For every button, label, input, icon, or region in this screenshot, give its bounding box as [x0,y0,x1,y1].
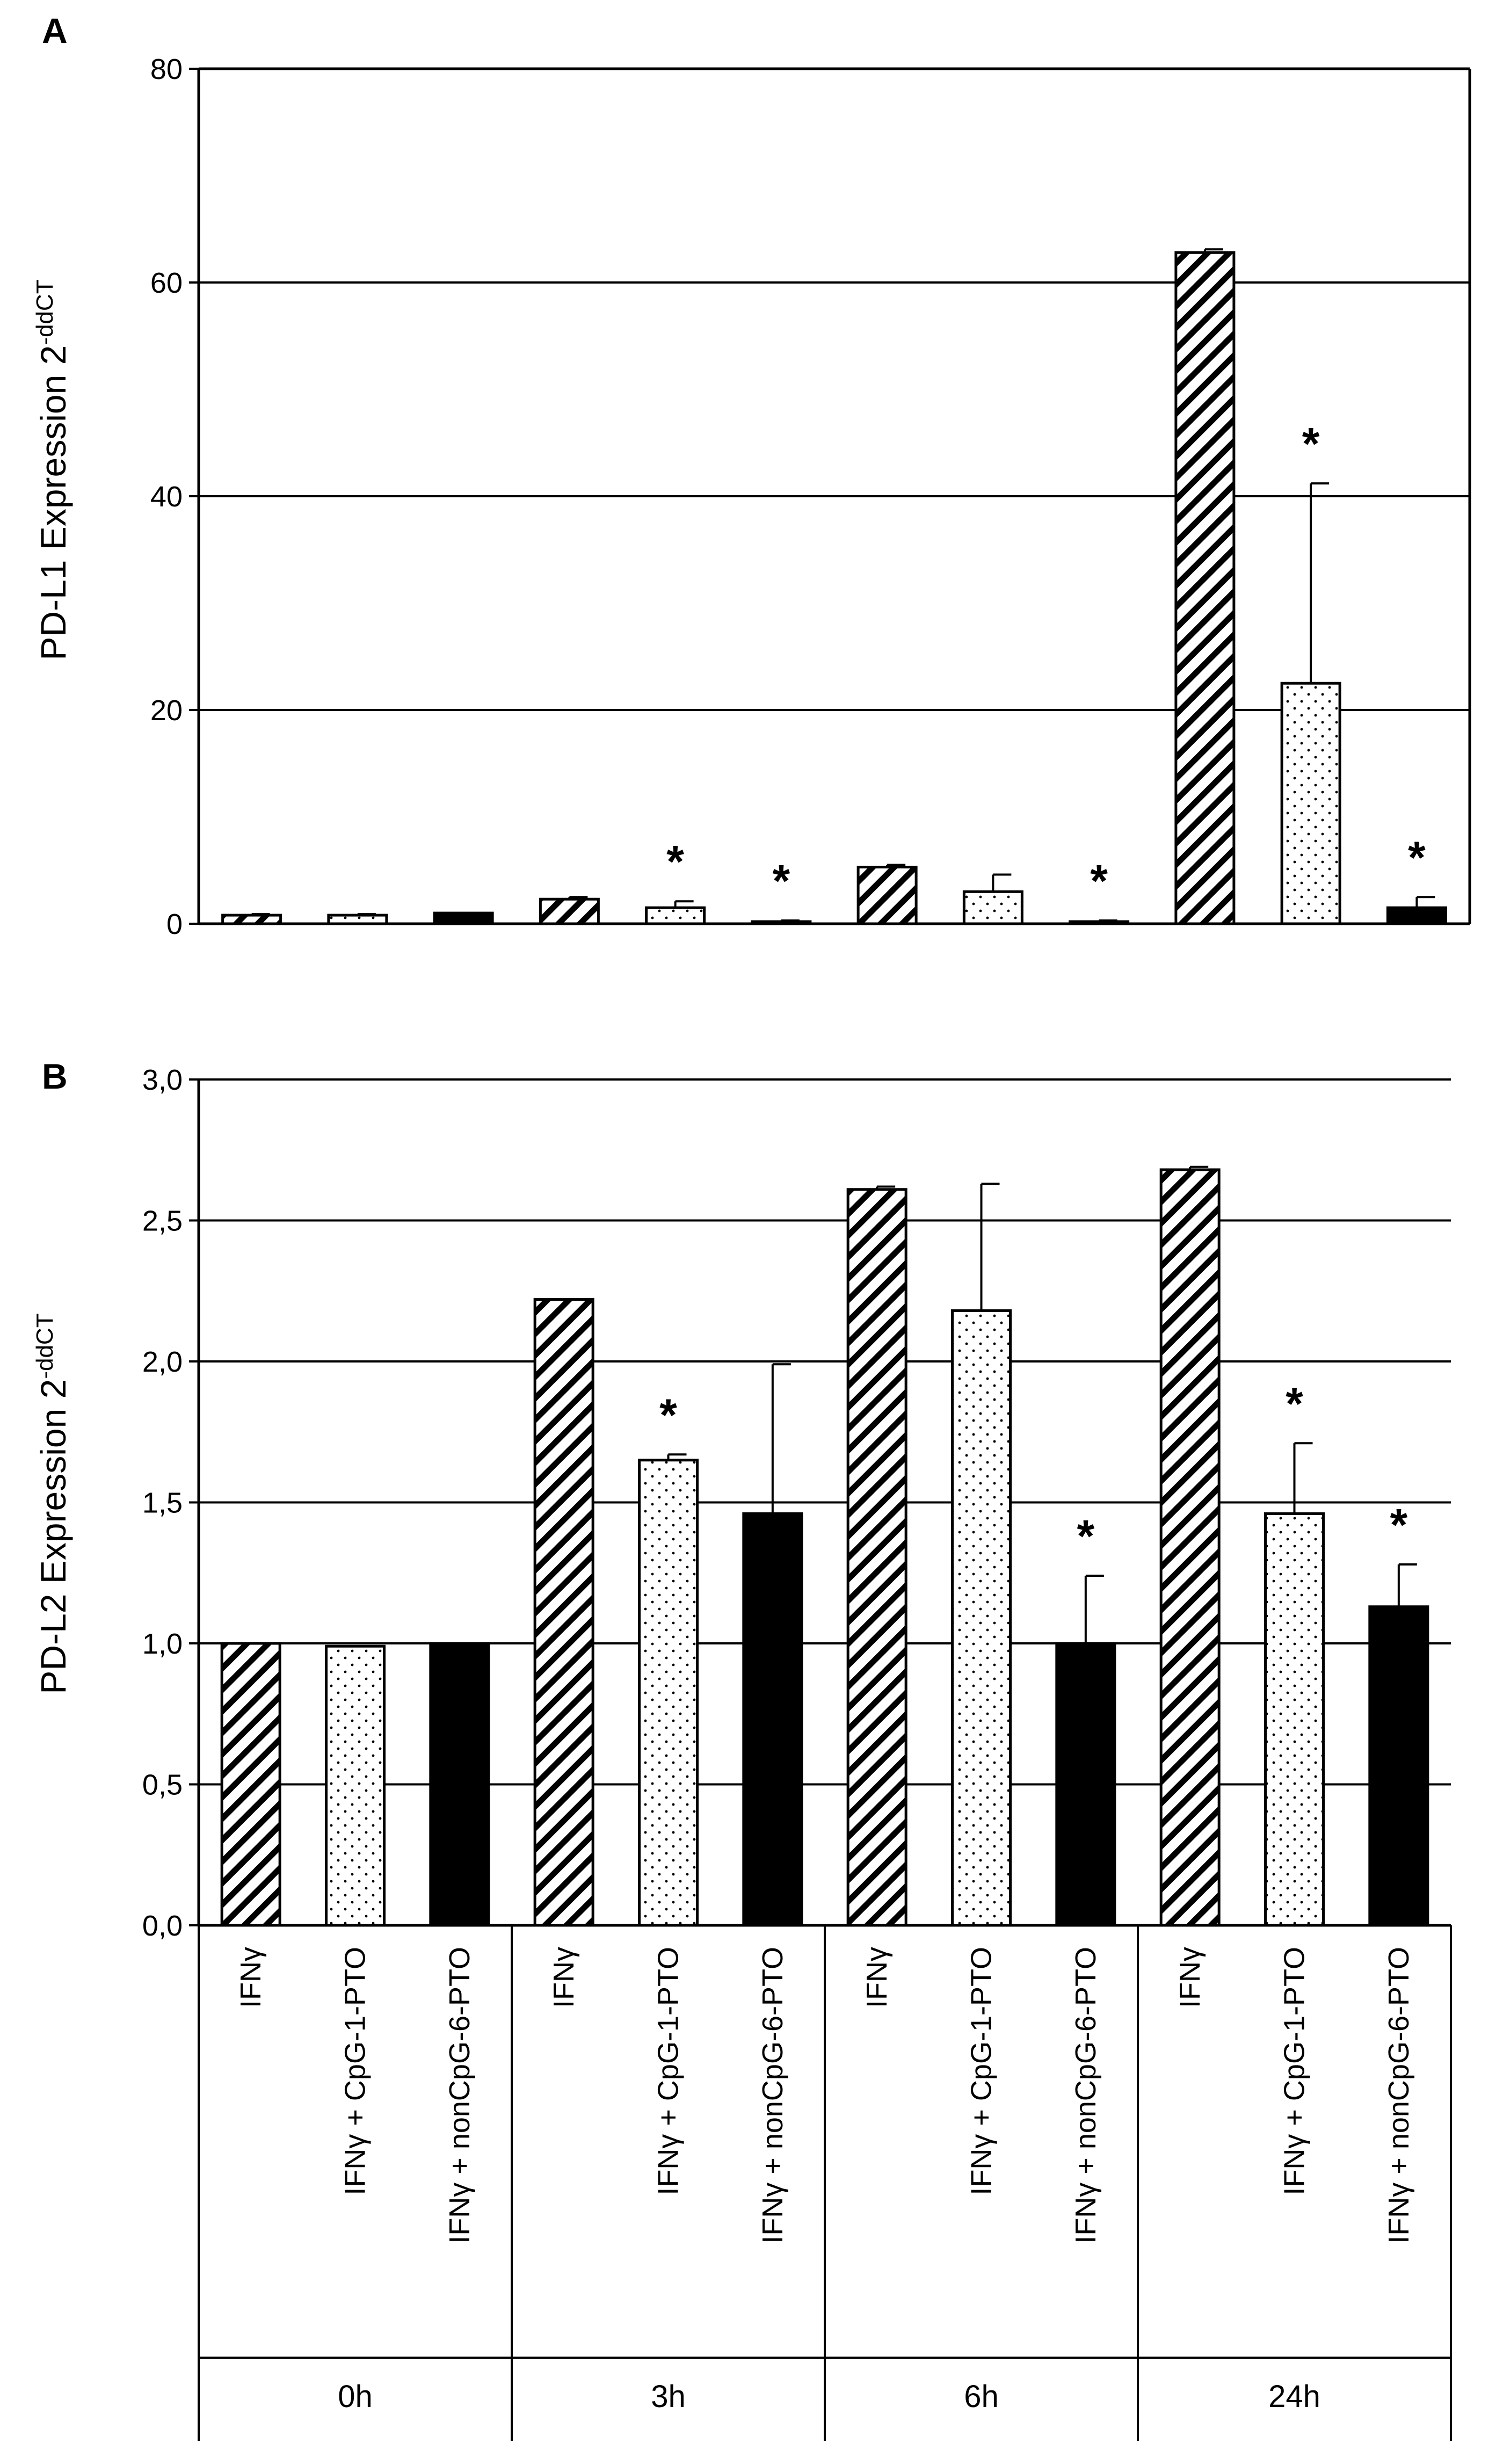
bar-6h-series-1 [846,1188,907,1927]
bar-6h-series-3 [1055,1642,1116,1927]
bar-3h-series-1 [533,1298,594,1927]
time-label-3h: 3h [651,2379,686,2414]
bar-24h-series-3 [1386,906,1447,925]
y-tick-label: 0,0 [142,1910,183,1942]
bar-3h-series-1 [539,897,600,925]
y-tick-label: 1,5 [142,1487,183,1519]
significance-star: * [1390,1499,1407,1550]
bar-0h-series-3 [433,911,494,925]
bar-6h-series-1 [856,866,918,925]
bar-3h-series-2 [645,906,706,925]
y-tick-label: 60 [150,267,183,299]
panel-b-y-ticks: 0,0 0,5 1,0 1,5 2,0 2,5 3,0 [142,1064,199,1942]
bar-24h-series-2 [1280,682,1341,925]
bar-0h-series-2 [325,1644,386,1927]
y-tick-label: 2,5 [142,1205,183,1237]
category-label: IFNγ + nonCpG-6-PTO [444,1947,476,2244]
y-tick-label: 3,0 [142,1064,183,1096]
significance-star: * [1302,418,1320,469]
significance-star: * [1077,1511,1094,1561]
category-label: IFNγ + CpG-1-PTO [339,1947,372,2195]
time-label-6h: 6h [964,2379,999,2414]
category-label: IFNγ + nonCpG-6-PTO [1070,1947,1102,2244]
significance-star: * [1090,856,1108,906]
panel-a-axes [197,67,1471,925]
y-tick-label: 40 [150,481,183,513]
panel-b-gridlines [199,1078,1451,1926]
y-tick-label: 80 [150,53,183,85]
bar-0h-series-3 [429,1642,490,1927]
category-label: IFNγ + CpG-1-PTO [652,1947,685,2195]
panel-b-bars: * * * * [220,1165,1429,1927]
significance-star: * [659,1389,677,1440]
bar-3h-series-3 [742,1512,803,1927]
category-label: IFNγ + nonCpG-6-PTO [757,1947,789,2244]
bar-24h-series-3 [1368,1605,1429,1927]
bar-24h-series-1 [1159,1168,1221,1927]
significance-star: * [1286,1378,1303,1429]
y-tick-label: 1,0 [142,1628,183,1660]
x-axis-category-table: IFNγ IFNγ + CpG-1-PTO IFNγ + nonCpG-6-PTO 0… [198,1925,1452,2441]
panel-a-gridlines [199,68,1470,925]
category-label: IFNγ [548,1947,580,2008]
category-label: IFNγ + CpG-1-PTO [965,1947,998,2195]
panel-a-chart: A * * * * * 0 20 40 60 80 PD-L1 Expression 2-ddC… [32,11,1471,940]
y-tick-label: 0 [166,908,183,940]
significance-star: * [773,856,790,906]
panel-a-letter: A [42,11,68,50]
significance-star: * [1408,832,1426,882]
bar-24h-series-1 [1174,251,1236,925]
panel-b-y-axis-label: PD-L2 Expression 2-ddCT [32,1313,73,1694]
bar-6h-series-2 [962,890,1023,925]
bar-0h-series-1 [220,1642,281,1927]
category-label: IFNγ + nonCpG-6-PTO [1383,1947,1415,2244]
panel-b-letter: B [42,1056,68,1096]
panel-a-y-ticks: 0 20 40 60 80 [150,53,199,940]
y-tick-label: 20 [150,694,183,727]
panel-a-bars: * * * * * [221,248,1447,925]
category-label: IFNγ [235,1947,267,2008]
time-label-24h: 24h [1268,2379,1320,2414]
significance-star: * [666,836,684,887]
category-label: IFNγ + CpG-1-PTO [1279,1947,1311,2195]
category-label: IFNγ [861,1947,893,2008]
y-tick-label: 0,5 [142,1769,183,1801]
panel-b-chart: B * * * * 0,0 0,5 1,0 1,5 2,0 2,5 3,0 PD-L2 Expre… [32,1056,1451,1942]
bar-3h-series-2 [638,1459,699,1927]
y-tick-label: 2,0 [142,1346,183,1378]
panel-a-y-axis-label: PD-L1 Expression 2-ddCT [32,279,73,660]
bar-24h-series-2 [1264,1512,1325,1927]
category-label: IFNγ [1174,1947,1206,2008]
bar-6h-series-2 [951,1309,1012,1927]
time-label-0h: 0h [338,2379,373,2414]
